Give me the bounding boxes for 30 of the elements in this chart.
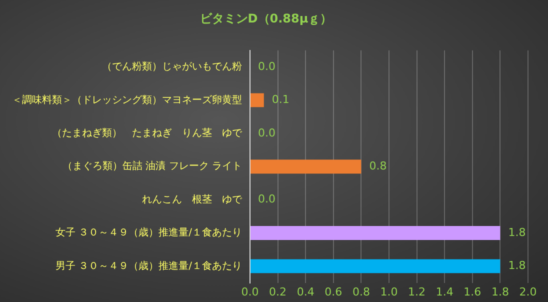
data-label: 0.8 [369, 159, 387, 172]
bar [250, 160, 362, 174]
data-label: 0.0 [258, 192, 276, 206]
y-tick-label: （まぐろ類）缶詰 油漬 フレーク ライト [62, 160, 242, 172]
x-tick-label: 0.0 [241, 285, 259, 298]
x-tick-label: 0.2 [269, 285, 287, 298]
x-tick-label: 1.0 [380, 285, 398, 298]
y-tick-label: 女子 ３０～４９（歳）推進量/１食あたり [55, 226, 242, 239]
x-tick-label: 0.8 [352, 285, 370, 298]
y-tick-label: （たまねぎ類） たまねぎ りん茎 ゆで [52, 126, 243, 139]
data-label: 0.0 [258, 60, 276, 73]
y-tick-label: れんこん 根茎 ゆで [142, 193, 243, 206]
x-tick-label: 1.6 [464, 285, 482, 298]
bar [250, 226, 500, 240]
data-label: 1.8 [508, 259, 526, 272]
x-tick-label: 2.0 [519, 285, 537, 298]
bar [250, 93, 264, 108]
y-tick-label: 男子 ３０～４９（歳）推進量/１食あたり [55, 260, 242, 272]
data-label: 1.8 [508, 226, 526, 239]
x-tick-label: 1.8 [491, 285, 509, 298]
x-tick-label: 0.4 [296, 285, 314, 298]
chart-title: ビタミンD（0.88μｇ） [200, 11, 332, 26]
data-label: 0.1 [272, 93, 290, 106]
x-tick-label: 1.2 [408, 285, 426, 298]
x-tick-label: 0.6 [324, 285, 342, 298]
x-tick-label: 1.4 [436, 285, 454, 298]
y-tick-label: （でん粉類）じゃがいもでん粉 [102, 60, 242, 73]
data-label: 0.0 [258, 126, 276, 140]
bar [250, 259, 500, 274]
y-tick-label: ＜調味料類＞（ドレッシング類）マヨネーズ卵黄型 [12, 94, 242, 106]
